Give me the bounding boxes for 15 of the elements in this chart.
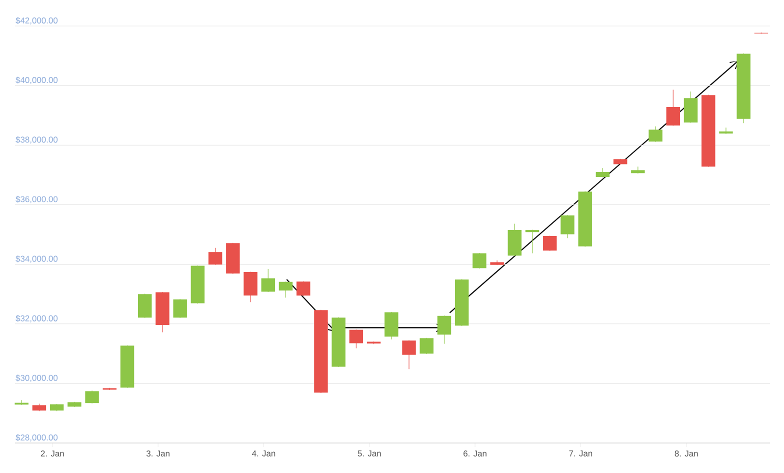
y-tick-label: $30,000.00 — [16, 374, 58, 382]
x-tick-label: 5. Jan — [358, 450, 381, 456]
y-tick-label: $34,000.00 — [16, 255, 58, 263]
x-tick-label: 4. Jan — [252, 450, 276, 456]
y-tick-label: $28,000.00 — [16, 434, 58, 442]
x-tick-label: 3. Jan — [146, 450, 170, 457]
y-tick-label: $32,000.00 — [16, 314, 58, 322]
y-tick-label: $42,000.00 — [16, 17, 58, 24]
x-tick-label: 6. Jan — [464, 450, 486, 457]
y-tick-label: $38,000.00 — [16, 136, 58, 144]
y-tick-label: $36,000.00 — [16, 196, 58, 204]
x-tick-label: 7. Jan — [569, 450, 592, 456]
y-tick-label: $40,000.00 — [16, 76, 58, 84]
x-tick-label: 2. Jan — [40, 450, 64, 457]
x-tick-label: 8. Jan — [674, 450, 698, 457]
